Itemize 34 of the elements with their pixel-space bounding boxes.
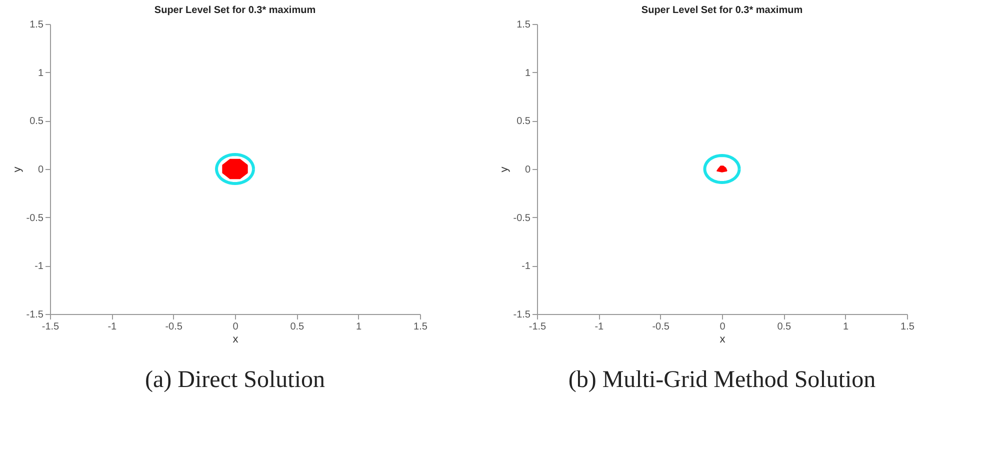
x-tick-label: -0.5 — [652, 322, 670, 332]
x-tick-label: 0 — [720, 322, 726, 332]
chart-title: Super Level Set for 0.3* maximum — [641, 5, 803, 16]
x-tick-label: 1.5 — [414, 322, 428, 332]
y-tick-label: 1.5 — [30, 20, 44, 30]
y-tick-label: -1 — [34, 261, 44, 272]
x-tick-label: 1 — [356, 322, 362, 332]
x-tick-label: -0.5 — [165, 322, 183, 332]
y-tick-label: -0.5 — [513, 212, 531, 224]
y-axis-title: y — [498, 166, 510, 172]
y-tick-label: 0 — [524, 164, 531, 176]
x-tick-label: 1 — [843, 322, 850, 332]
text: (b) Multi-Grid Method Solution — [568, 367, 876, 393]
y-tick-label: 0 — [38, 164, 44, 176]
x-tick-label: 0.5 — [777, 322, 792, 332]
y-tick-label: 1 — [38, 68, 44, 79]
y-tick-label: -1 — [522, 261, 531, 272]
y-tick-label: 0.5 — [30, 116, 44, 128]
y-tick-label: -1.5 — [513, 310, 531, 320]
x-tick-label: -1 — [108, 322, 118, 332]
x-tick-label: -1 — [594, 322, 604, 332]
y-tick-label: 1 — [524, 68, 531, 79]
chart-title: Super Level Set for 0.3* maximum — [154, 5, 316, 16]
y-tick-label: 0.5 — [516, 116, 531, 128]
x-tick-label: 0 — [232, 322, 239, 332]
x-tick-label: 1.5 — [900, 322, 915, 332]
y-tick-label: 1.5 — [516, 20, 531, 30]
y-axis-title: y — [11, 166, 24, 172]
x-axis-title: x — [232, 334, 239, 346]
text: (a) Direct Solution — [145, 367, 325, 393]
x-axis-title: x — [720, 334, 726, 346]
x-tick-label: 0.5 — [290, 322, 305, 332]
y-tick-label: -1.5 — [26, 310, 44, 320]
y-tick-label: -0.5 — [26, 212, 44, 224]
